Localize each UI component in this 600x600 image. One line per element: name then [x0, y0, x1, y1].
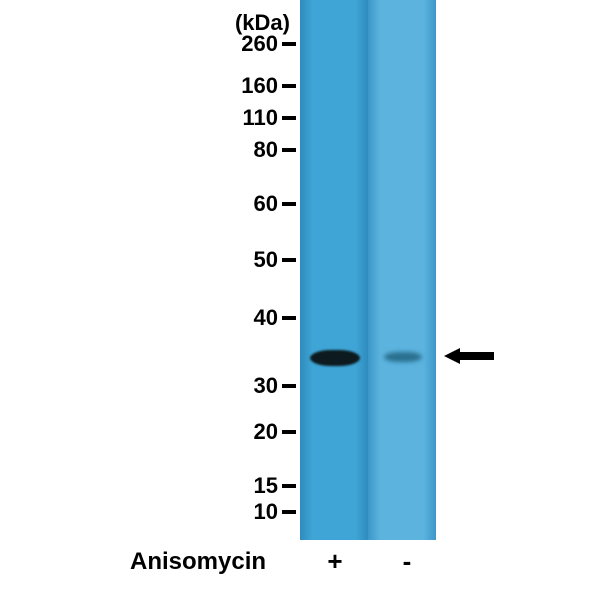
mw-tick-10: [282, 510, 296, 514]
mw-tick-60: [282, 202, 296, 206]
western-blot-figure: (kDa) 2601601108060504030201510 Anisomyc…: [0, 0, 600, 600]
treatment-label: Anisomycin: [130, 548, 266, 576]
mw-tick-20: [282, 430, 296, 434]
mw-label-160: 160: [208, 73, 278, 99]
mw-tick-80: [282, 148, 296, 152]
blot-membrane: [300, 0, 436, 540]
mw-label-50: 50: [208, 247, 278, 273]
arrow-shaft: [460, 352, 494, 360]
arrow-head-icon: [444, 348, 460, 364]
mw-label-110: 110: [208, 105, 278, 131]
mw-label-40: 40: [208, 305, 278, 331]
band-lane1: [384, 352, 422, 362]
lane-sign-1: -: [392, 546, 422, 577]
lane-0: [300, 0, 368, 540]
mw-label-10: 10: [208, 499, 278, 525]
mw-tick-50: [282, 258, 296, 262]
mw-label-260: 260: [208, 31, 278, 57]
mw-label-60: 60: [208, 191, 278, 217]
mw-label-30: 30: [208, 373, 278, 399]
mw-tick-110: [282, 116, 296, 120]
mw-tick-40: [282, 316, 296, 320]
band-indicator-arrow: [444, 348, 494, 364]
mw-label-80: 80: [208, 137, 278, 163]
mw-tick-15: [282, 484, 296, 488]
mw-label-20: 20: [208, 419, 278, 445]
mw-tick-160: [282, 84, 296, 88]
mw-tick-260: [282, 42, 296, 46]
band-lane0: [310, 350, 360, 366]
mw-label-15: 15: [208, 473, 278, 499]
mw-tick-30: [282, 384, 296, 388]
lane-sign-0: +: [320, 546, 350, 577]
lane-1: [368, 0, 436, 540]
